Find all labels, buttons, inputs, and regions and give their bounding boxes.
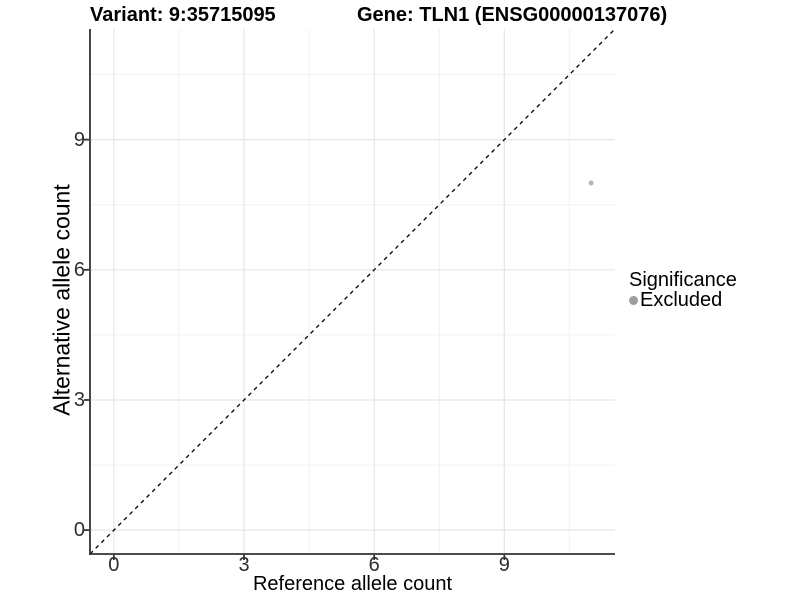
identity-reference-line	[89, 28, 616, 555]
legend-point-icon	[629, 295, 638, 305]
legend-item-excluded: Excluded	[629, 289, 737, 311]
y-axis-title: Alternative allele count	[48, 184, 75, 416]
x-axis-title: Reference allele count	[252, 573, 452, 595]
y-tick-label: 3	[73, 388, 85, 411]
legend-item-label: Excluded	[640, 289, 723, 311]
legend-title: Significance	[629, 269, 737, 291]
x-tick-label: 3	[238, 554, 250, 576]
plot-title-gene: Gene: TLN1 (ENSG00000137076)	[357, 4, 668, 26]
x-tick-label: 9	[498, 554, 510, 576]
legend: Significance Excluded	[629, 269, 737, 311]
y-tick-label: 6	[73, 258, 85, 281]
data-point	[588, 180, 594, 186]
y-tick-label: 9	[73, 128, 85, 151]
y-tick-label: 0	[73, 519, 85, 542]
plot-title-variant: Variant: 9:35715095	[90, 4, 276, 26]
x-tick-label: 6	[368, 554, 380, 576]
x-tick-label: 0	[108, 554, 120, 576]
